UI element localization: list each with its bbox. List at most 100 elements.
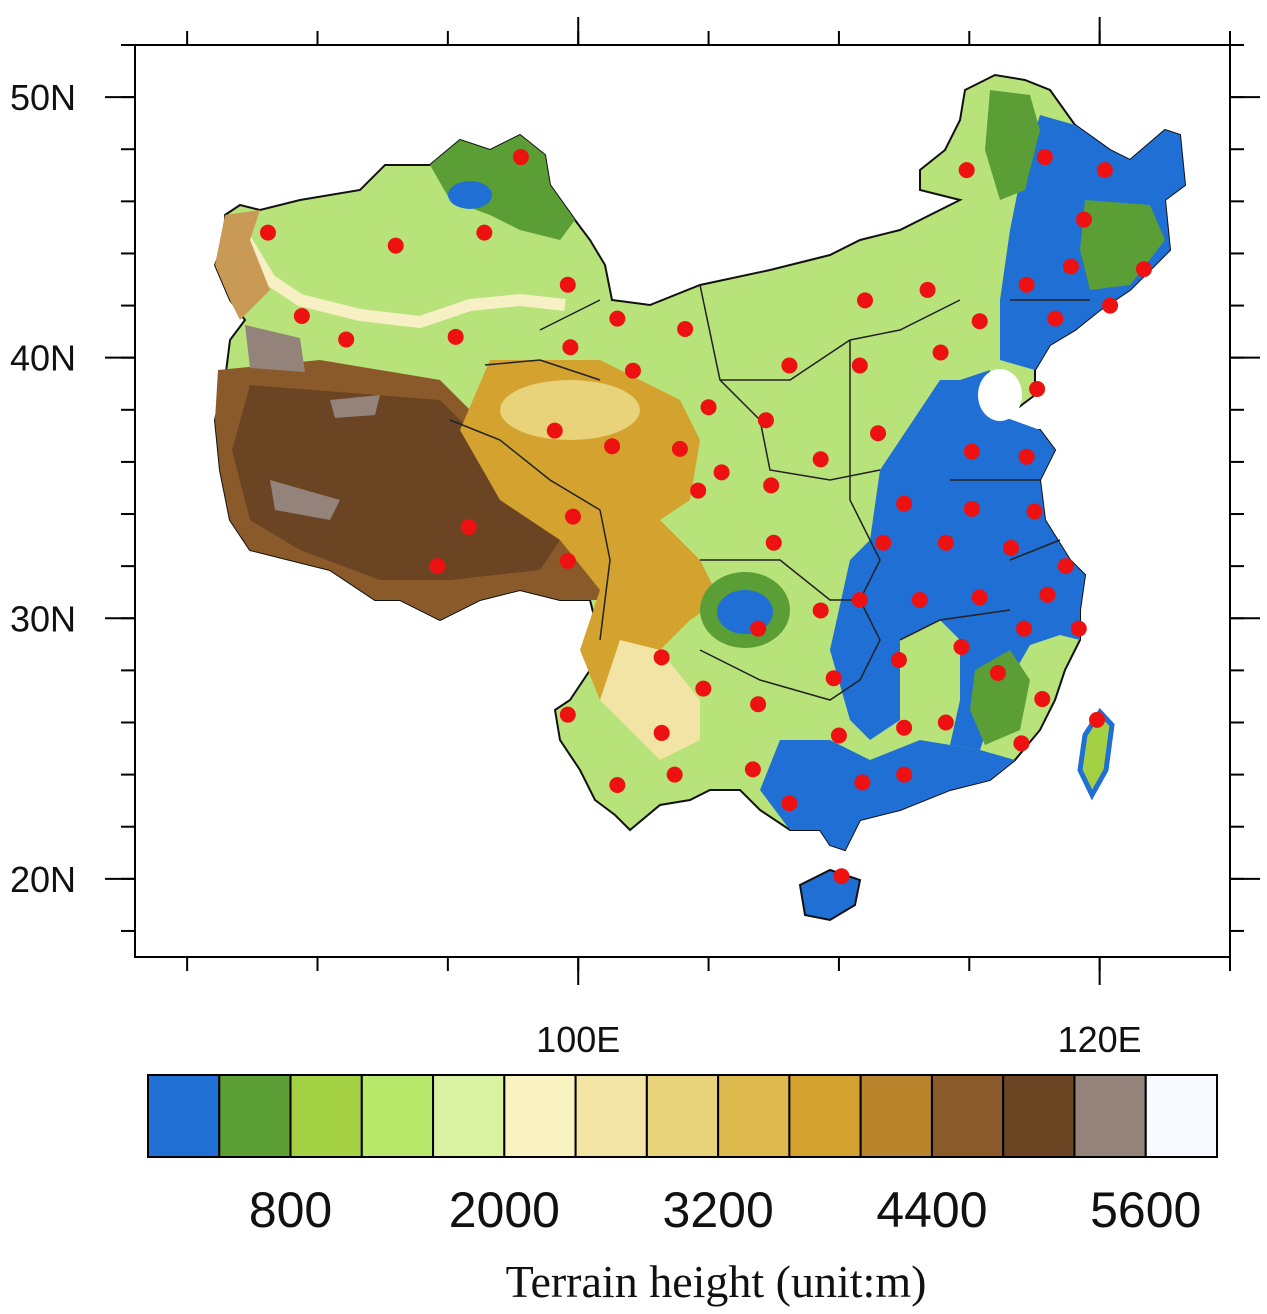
station [1047, 310, 1064, 327]
plateau-grey [245, 325, 380, 520]
station [1096, 162, 1113, 179]
station [609, 310, 626, 327]
south-blue [760, 740, 1015, 850]
station [1135, 261, 1152, 278]
colorbar-box [147, 1074, 221, 1158]
station [1003, 539, 1019, 556]
colorbar-label: 2000 [449, 1182, 560, 1238]
colorbar-label: 3200 [663, 1182, 774, 1238]
station [546, 422, 563, 439]
station [896, 719, 913, 736]
station [971, 313, 988, 330]
station [911, 592, 928, 609]
y-tick-label: 20N [10, 859, 76, 900]
taiwan [1077, 707, 1115, 801]
colorbar-box [930, 1074, 1005, 1158]
station [1029, 380, 1046, 397]
station [825, 670, 842, 687]
colorbar-box [574, 1074, 648, 1158]
station [870, 425, 887, 442]
station [757, 412, 774, 429]
station [919, 281, 936, 298]
station [695, 680, 712, 697]
colorbar: 800 2000 3200 4400 5600 Terrain height (unit:… [147, 1074, 1218, 1307]
colorbar-box [859, 1074, 933, 1158]
station [429, 558, 446, 575]
station [1070, 620, 1087, 637]
colorbar-box [218, 1074, 292, 1158]
colorbar-box [1144, 1074, 1218, 1158]
colorbar-title: Terrain height (unit:m) [506, 1256, 927, 1307]
basin-blue [448, 181, 492, 209]
colorbar-box [360, 1074, 435, 1158]
station [812, 451, 829, 468]
colorbar-label: 5600 [1090, 1182, 1201, 1238]
station [833, 868, 850, 885]
station [690, 482, 707, 499]
colorbar-box [503, 1074, 577, 1158]
station [562, 339, 579, 356]
hainan [798, 868, 862, 922]
station [700, 399, 717, 416]
station [1018, 276, 1035, 293]
station [989, 664, 1006, 681]
station [624, 362, 641, 379]
station [653, 649, 670, 666]
green-dark [430, 135, 575, 240]
jiangxi-green [970, 650, 1030, 745]
y-tick-label: 50N [10, 77, 76, 118]
station [447, 328, 464, 345]
plateau-dark [232, 385, 560, 580]
station [750, 696, 767, 713]
station [609, 777, 626, 794]
station [937, 534, 954, 551]
colorbar-box [645, 1074, 720, 1158]
station [896, 766, 913, 783]
station [387, 237, 404, 254]
station [1013, 735, 1030, 752]
y-tick-label: 40N [10, 338, 76, 379]
station [963, 443, 980, 460]
station [958, 162, 975, 179]
station [857, 292, 873, 309]
station [1039, 586, 1056, 603]
station [512, 149, 529, 166]
station [781, 795, 798, 812]
colorbar-box [289, 1074, 363, 1158]
station [1036, 149, 1053, 166]
station [937, 714, 954, 731]
colorbar-box [432, 1074, 506, 1158]
station [1018, 448, 1035, 465]
station [713, 464, 730, 481]
station [781, 357, 798, 374]
station [565, 508, 581, 525]
station [851, 592, 868, 609]
station [744, 761, 761, 778]
station [666, 766, 683, 783]
station [932, 344, 949, 361]
axes: 100E 120E 20N 30N 40N 50N [10, 17, 1260, 1060]
stations [259, 149, 1152, 885]
station [293, 307, 310, 324]
station [1016, 620, 1033, 637]
station [1026, 503, 1043, 520]
station [1057, 558, 1074, 575]
station [338, 331, 355, 348]
x-tick-label: 120E [1058, 1019, 1142, 1060]
colorbar-box [1002, 1074, 1076, 1158]
ridge-light [234, 226, 566, 328]
station [559, 706, 576, 723]
station [653, 724, 670, 741]
station [559, 276, 576, 293]
northeast-green [985, 90, 1165, 290]
station [963, 500, 980, 517]
station [476, 224, 493, 241]
station [671, 440, 688, 457]
terrain [213, 73, 1187, 922]
station [971, 589, 988, 606]
ridge-tan [215, 210, 270, 320]
colorbar-box [717, 1074, 791, 1158]
station [765, 534, 782, 551]
station [559, 552, 576, 569]
